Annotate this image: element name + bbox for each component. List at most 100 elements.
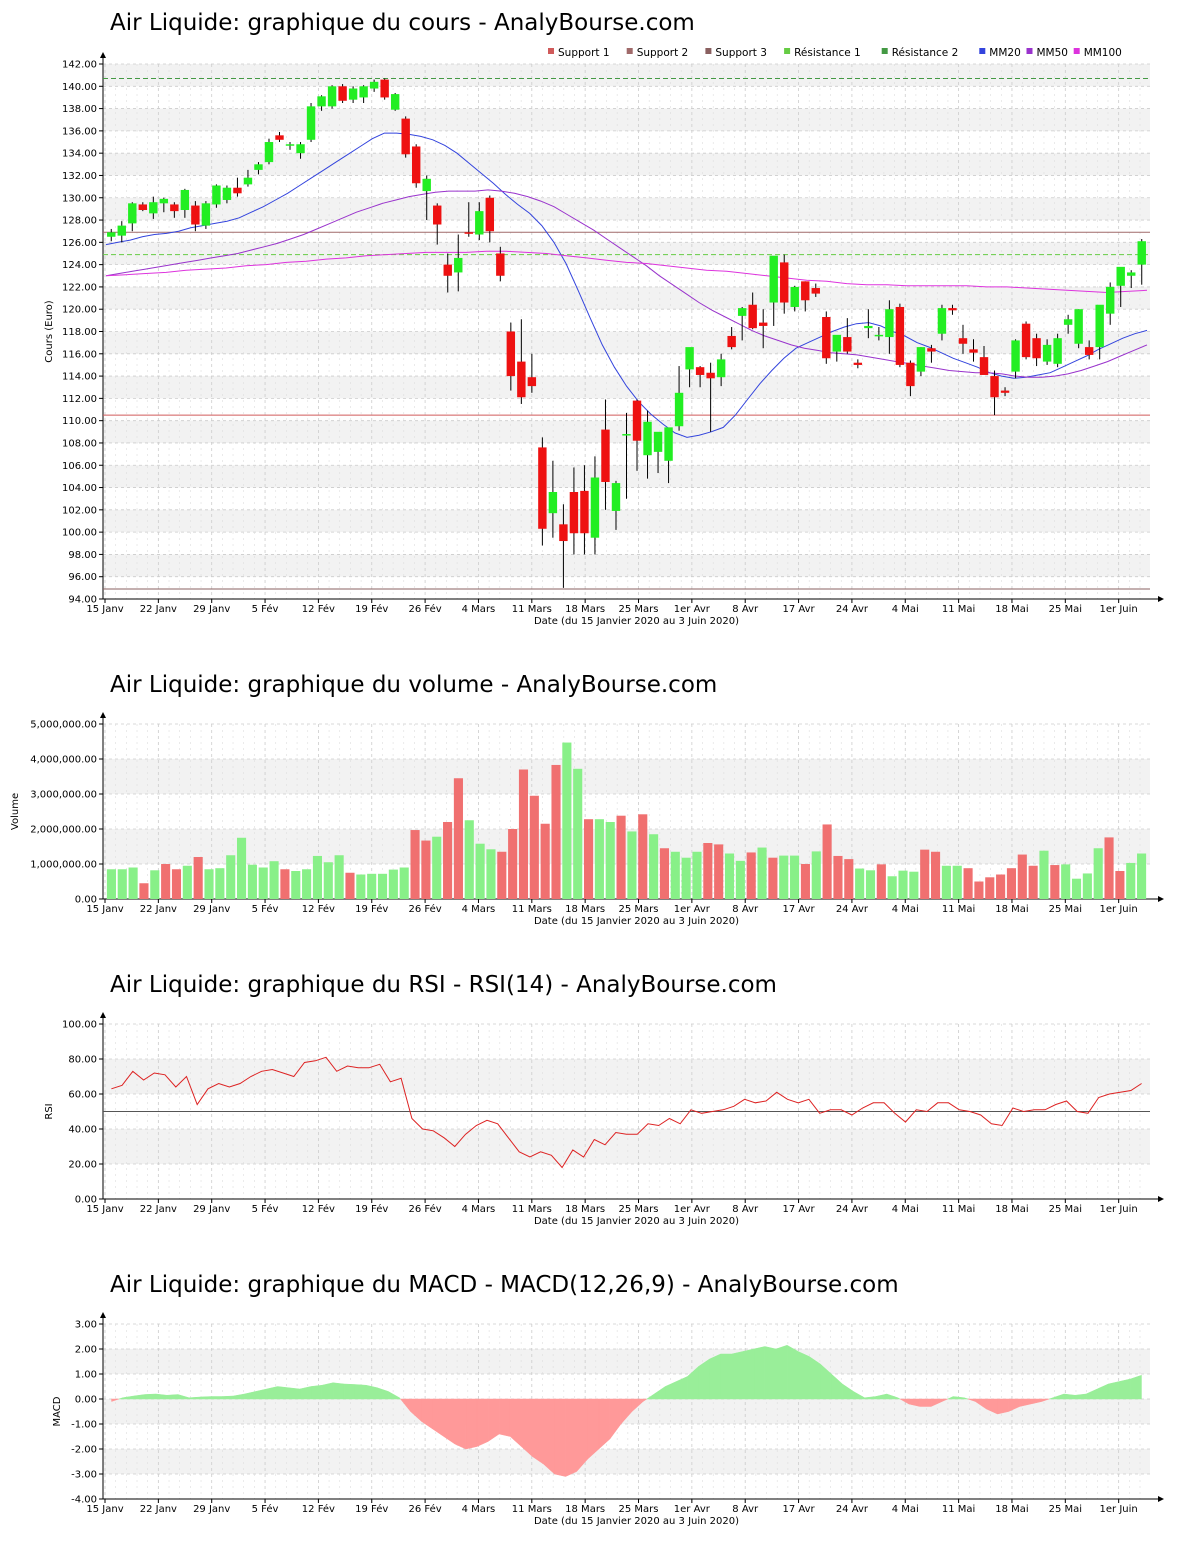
grid-band [103, 331, 1150, 354]
x-tick-label: 26 Fév [409, 1203, 442, 1215]
macd-area-negative [421, 1398, 433, 1430]
y-tick-label: 0.00 [75, 1395, 97, 1406]
volume-bar-down [583, 819, 594, 899]
y-tick-label: 94.00 [68, 595, 97, 606]
grid-band [103, 286, 1150, 310]
candle-up [285, 144, 295, 146]
volume-bar-up [1061, 864, 1071, 899]
macd-area-positive [897, 1397, 901, 1400]
candle-up [390, 94, 400, 110]
macd-area-positive [952, 1396, 965, 1400]
candle-down [695, 367, 705, 375]
y-tick-label: 2,000,000.00 [30, 825, 97, 836]
legend-label: Résistance 2 [892, 47, 959, 59]
macd-area-positive [797, 1351, 810, 1400]
y-tick-label: 96.00 [68, 572, 97, 583]
x-tick-label: 11 Mars [512, 1204, 552, 1215]
legend-swatch [979, 48, 986, 54]
x-tick-label: 5 Fév [252, 603, 279, 615]
candle-down [979, 357, 989, 375]
volume-bar-up [182, 865, 192, 899]
x-tick-label: 1er Avr [674, 904, 711, 915]
macd-area-positive [964, 1397, 969, 1400]
macd-area-positive [277, 1386, 289, 1400]
y-tick-label: 142.00 [62, 60, 97, 71]
x-tick-label: 19 Fév [355, 1203, 388, 1215]
grid-band [103, 1129, 1150, 1164]
y-tick-label: 128.00 [62, 216, 97, 227]
grid-band [103, 1349, 1150, 1374]
candle-up [1042, 344, 1052, 362]
x-tick-label: 1er Juin [1100, 904, 1138, 915]
candle-down [811, 288, 820, 294]
macd-area-positive [310, 1384, 323, 1400]
grid-band [103, 153, 1150, 176]
candle-up [674, 392, 684, 427]
macd-area-positive [1107, 1381, 1120, 1400]
macd-area-positive [653, 1386, 666, 1400]
y-tick-label: 136.00 [62, 126, 97, 137]
candle-down [517, 361, 526, 398]
candle-down [538, 447, 547, 529]
volume-bar-down [974, 881, 984, 899]
x-tick-label: 25 Mars [619, 604, 659, 615]
macd-area-positive [233, 1393, 245, 1400]
volume-chart: 0.00 1,000,000.00 2,000,000.00 3,000,000.00… [10, 712, 1164, 927]
x-axis-arrow [1158, 596, 1164, 602]
x-tick-label: 4 Mai [892, 604, 919, 615]
x-tick-label: 29 Janv [193, 1204, 230, 1215]
candle-down [569, 492, 579, 534]
y-tick-label: 112.00 [62, 394, 97, 405]
macd-area-positive [1119, 1378, 1131, 1400]
volume-bar-down [876, 864, 886, 899]
candle-down [233, 187, 242, 194]
volume-bar-up [226, 855, 236, 899]
x-tick-label: 12 Fév [302, 1503, 335, 1515]
x-tick-label: 15 Janv [86, 1204, 123, 1215]
x-tick-label: 1er Avr [674, 1504, 711, 1515]
candle-up [937, 308, 947, 334]
volume-bar-up [247, 864, 257, 899]
rsi-line [111, 1056, 1142, 1169]
macd-area-negative [465, 1398, 478, 1450]
y-tick-label: 1,000,000.00 [30, 860, 97, 871]
volume-bar-down [171, 869, 182, 899]
candle-up [254, 164, 263, 170]
x-tick-label: 4 Mars [462, 1204, 496, 1215]
candle-up [643, 421, 652, 456]
y-tick-label: 106.00 [62, 461, 97, 472]
x-tick-label: 18 Mars [565, 1504, 605, 1515]
candle-down [990, 376, 999, 398]
y-tick-label: 124.00 [62, 260, 97, 271]
macd-area-negative [598, 1398, 611, 1450]
x-tick-label: 8 Avr [732, 904, 759, 915]
volume-bar-up [377, 873, 388, 899]
macd-area-positive [366, 1384, 378, 1400]
x-tick-label: 15 Janv [86, 1504, 123, 1515]
legend-label: Support 3 [715, 47, 767, 59]
rsi-chart-title: Air Liquide: graphique du RSI - RSI(14) … [110, 972, 777, 998]
volume-bar-down [659, 848, 670, 899]
volume-bar-down [746, 852, 756, 899]
y-tick-label: 102.00 [62, 505, 97, 516]
x-tick-label: 25 Mars [619, 904, 659, 915]
x-tick-label: 24 Avr [836, 904, 869, 915]
volume-bar-down [714, 844, 724, 899]
candle-up [685, 347, 694, 370]
legend-label: Résistance 1 [794, 47, 861, 59]
candle-down [801, 281, 810, 301]
volume-bar-down [638, 814, 648, 899]
y-tick-label: 40.00 [68, 1125, 97, 1136]
candle-down [527, 377, 537, 387]
candle-up [885, 309, 894, 338]
y-tick-label: 2.00 [75, 1345, 97, 1356]
y-tick-label: 100.00 [62, 528, 97, 539]
y-tick-label: 20.00 [68, 1160, 97, 1171]
candle-up [790, 286, 799, 307]
candle-down [748, 304, 757, 329]
x-tick-label: 29 Janv [193, 904, 230, 915]
volume-bar-down [1050, 865, 1060, 899]
volume-bar-up [356, 874, 366, 899]
legend-swatch [881, 48, 888, 54]
candle-down [580, 490, 589, 534]
